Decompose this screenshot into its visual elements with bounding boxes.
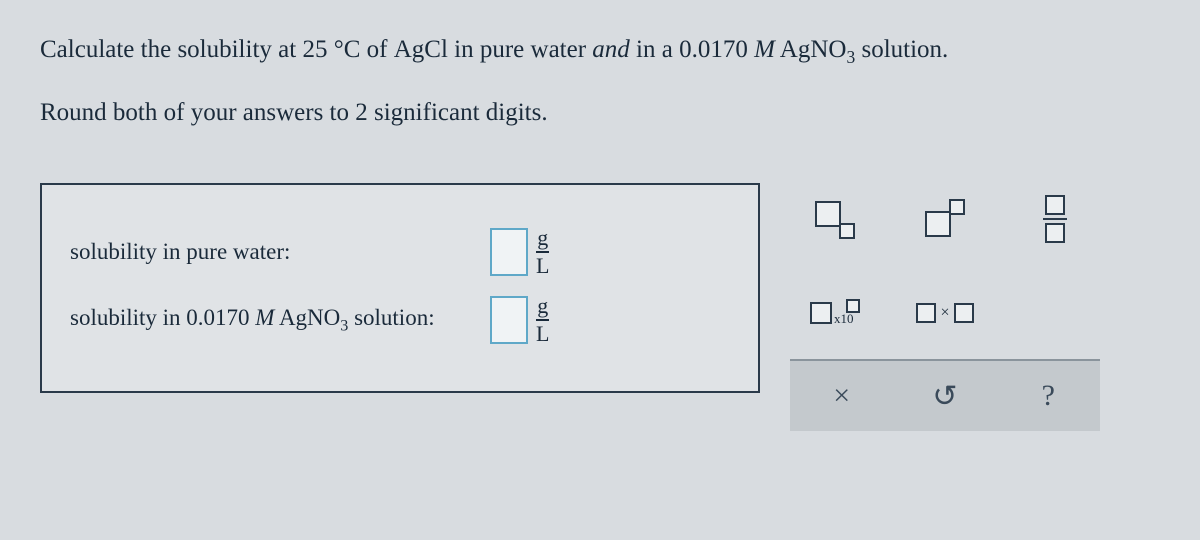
- compound-agno3-base: AgNO: [775, 36, 847, 63]
- q-line2: Round both of your answers to 2 signific…: [40, 99, 548, 126]
- q-part: solution.: [855, 36, 948, 63]
- help-icon: ?: [1042, 379, 1055, 413]
- control-row: × ↺ ?: [790, 359, 1100, 431]
- input-agno3[interactable]: [490, 296, 528, 344]
- answer-box: solubility in pure water: g L solubility…: [40, 183, 760, 393]
- palette-fraction-button[interactable]: [1020, 191, 1090, 247]
- input-purewater[interactable]: [490, 228, 528, 276]
- q-unit-m: M: [754, 36, 775, 63]
- q-part: in a: [630, 36, 679, 63]
- q-and: and: [592, 36, 630, 63]
- unit-den: L: [536, 251, 549, 277]
- clear-button[interactable]: ×: [790, 361, 893, 431]
- palette-scientific-button[interactable]: x10: [800, 285, 870, 341]
- answer-row-purewater: solubility in pure water: g L: [70, 227, 730, 277]
- undo-button[interactable]: ↺: [893, 361, 996, 431]
- question-text: Calculate the solubility at 25 °C of AgC…: [40, 30, 1160, 133]
- tool-panel: x10 × ×: [790, 183, 1100, 431]
- compound-agno3-sub: 3: [846, 47, 855, 67]
- label-agno3: solubility in 0.0170 M AgNO3 solution:: [70, 305, 490, 336]
- undo-icon: ↺: [932, 379, 957, 414]
- unit-num: g: [537, 295, 548, 319]
- unit-fraction: g L: [536, 295, 549, 345]
- unit-den: L: [536, 319, 549, 345]
- close-icon: ×: [833, 379, 850, 413]
- unit-fraction: g L: [536, 227, 549, 277]
- q-temp: 25 °C: [302, 36, 360, 63]
- q-part: Calculate the solubility at: [40, 36, 302, 63]
- q-part: of: [360, 36, 393, 63]
- answer-row-agno3: solubility in 0.0170 M AgNO3 solution: g…: [70, 295, 730, 345]
- palette-subscript-button[interactable]: [800, 191, 870, 247]
- unit-num: g: [537, 227, 548, 251]
- palette-superscript-button[interactable]: [910, 191, 980, 247]
- label-purewater: solubility in pure water:: [70, 239, 490, 265]
- compound-agcl: AgCl: [394, 36, 448, 63]
- help-button[interactable]: ?: [997, 361, 1100, 431]
- symbol-palette: x10 ×: [790, 183, 1100, 359]
- q-part: in pure water: [448, 36, 592, 63]
- palette-multiply-button[interactable]: ×: [910, 285, 980, 341]
- q-conc: 0.0170: [679, 36, 748, 63]
